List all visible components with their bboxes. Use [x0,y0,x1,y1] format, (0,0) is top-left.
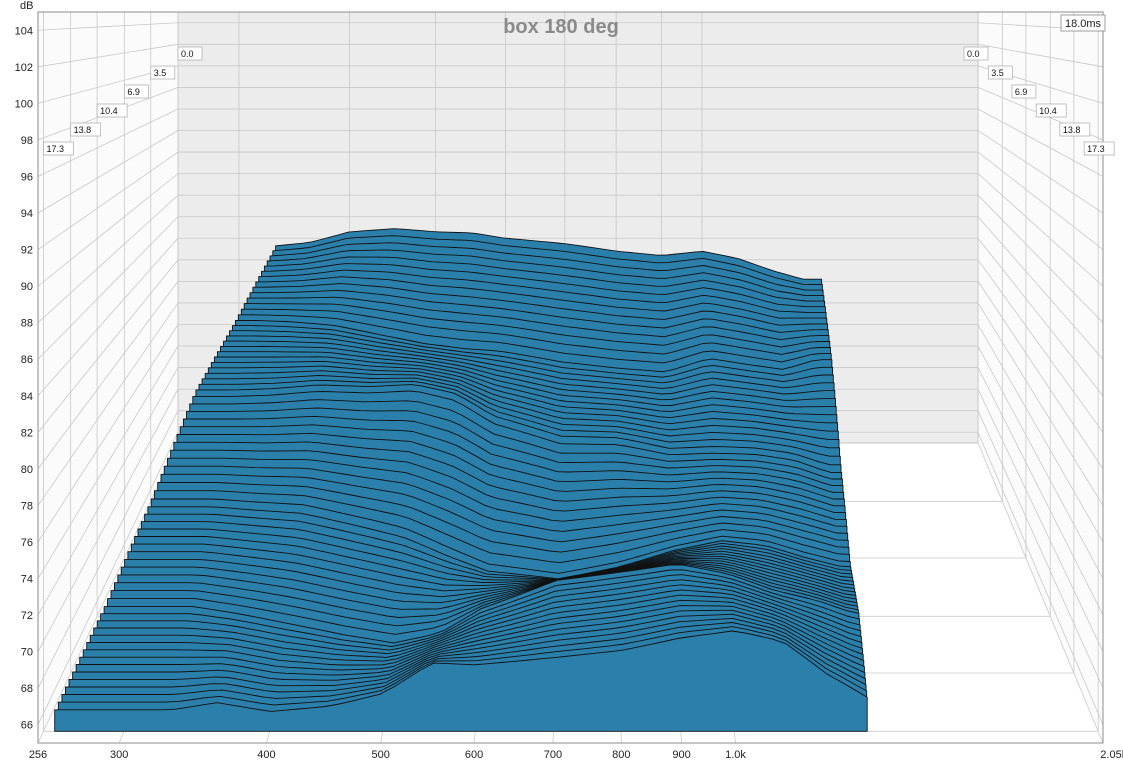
y-tick-label: 96 [21,171,33,183]
time-label-box [96,103,128,118]
time-axis-label: 6.9 [127,87,140,97]
y-tick-label: 90 [21,281,33,293]
time-label-box [1059,122,1091,137]
y-tick-label: 78 [21,500,33,512]
time-label-box [1011,84,1037,99]
x-tick-label: 800 [612,749,630,761]
y-tick-label: 70 [21,647,33,659]
y-tick-label: 72 [21,610,33,622]
time-end-label: 18.0ms [1060,14,1106,32]
y-tick-label: 80 [21,464,33,476]
time-axis-label: 10.4 [100,106,118,116]
y-tick-label: 76 [21,537,33,549]
time-axis-label: 3.5 [991,68,1004,78]
waterfall-slice [54,630,868,732]
time-label-box [43,141,74,156]
y-axis-label: dB [20,0,33,12]
time-axis-label: 0.0 [967,49,980,59]
time-label-box [987,65,1013,80]
y-tick-label: 86 [21,354,33,366]
time-axis-label: 10.4 [1039,106,1057,116]
y-tick-label: 94 [21,208,33,220]
y-tick-label: 88 [21,318,33,330]
y-tick-label: 102 [15,62,33,74]
time-label-box [963,46,989,61]
time-label-box [150,65,176,80]
time-axis-label: 13.8 [1063,125,1081,135]
x-tick-label: 300 [110,749,128,761]
y-tick-label: 104 [15,25,33,37]
time-end-text: 18.0ms [1065,18,1102,30]
y-tick-label: 98 [21,135,33,147]
x-tick-label: 600 [465,749,483,761]
time-label-box [70,122,102,137]
y-tick-label: 84 [21,391,33,403]
time-axis-label: 17.3 [46,144,64,154]
y-tick-label: 92 [21,245,33,257]
x-tick-label: 2.05k Hz [1100,749,1123,761]
time-label-box [123,84,149,99]
time-axis-label: 6.9 [1015,87,1028,97]
y-tick-label: 74 [21,574,33,586]
x-tick-label: 500 [372,749,390,761]
time-axis-label: 13.8 [74,125,92,135]
time-axis-label: 17.3 [1087,144,1105,154]
y-tick-label: 100 [15,98,33,110]
time-label-box [1083,141,1115,156]
y-tick-label: 66 [21,720,33,732]
time-axis-label: 3.5 [154,68,167,78]
chart-title: box 180 deg [503,16,619,38]
y-tick-label: 82 [21,427,33,439]
y-tick-label: 68 [21,683,33,695]
axes: dB box 180 deg 18.0ms 104 102 100 98 96 94 92 9… [15,0,1123,761]
x-tick-label: 700 [544,749,562,761]
time-axis-label: 0.0 [181,49,194,59]
time-label-box [1035,103,1067,118]
slices [54,228,868,732]
x-tick-label: 256 [29,749,47,761]
x-tick-label: 400 [257,749,275,761]
time-label-box [177,46,203,61]
x-tick-label: 900 [672,749,690,761]
x-tick-label: 1.0k [725,749,746,761]
